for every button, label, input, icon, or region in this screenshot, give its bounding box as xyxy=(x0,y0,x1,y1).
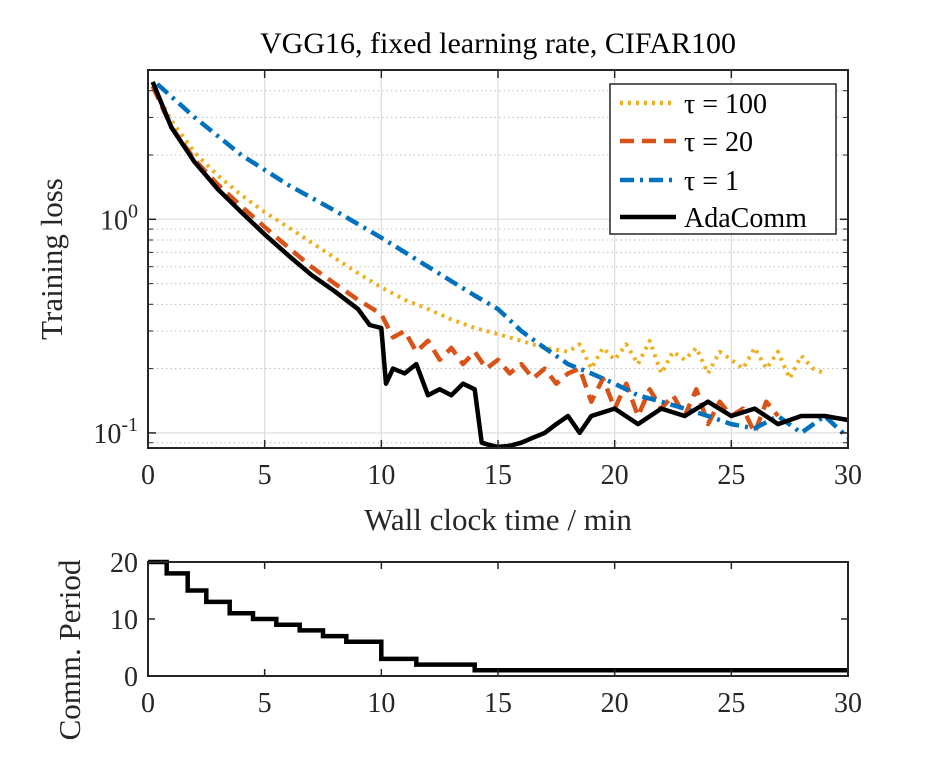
comm-x-tick-label: 10 xyxy=(367,688,395,719)
series-line-1 xyxy=(150,85,780,436)
loss-chart: 0 5 10 15 20 25 30 100 10-1 VGG16, fixed learnin… xyxy=(34,27,862,537)
y-tick-label: 100 xyxy=(100,200,138,236)
legend-label-tau-1: τ = 1 xyxy=(684,166,739,197)
comm-y-tick-label: 10 xyxy=(110,605,138,636)
series-line-3 xyxy=(150,81,849,450)
comm-x-tick-label: 25 xyxy=(717,688,745,719)
y-tick-label: 10-1 xyxy=(93,414,138,450)
loss-series xyxy=(150,81,850,450)
loss-ticks: 0 5 10 15 20 25 30 100 10-1 xyxy=(93,70,862,491)
y-axis-label: Training loss xyxy=(34,178,69,340)
comm-period-series xyxy=(148,559,848,673)
comm-period-line xyxy=(148,559,848,673)
x-tick-label: 0 xyxy=(141,460,155,491)
comm-period-chart: 0 5 10 15 20 25 30 0 10 20 Comm. Period xyxy=(52,548,862,740)
series-line-0 xyxy=(150,85,826,381)
x-tick-label: 5 xyxy=(258,460,272,491)
x-axis-label: Wall clock time / min xyxy=(364,502,632,537)
legend: τ = 100 τ = 20 τ = 1 AdaComm xyxy=(609,83,837,235)
x-tick-label: 10 xyxy=(367,460,395,491)
comm-x-tick-label: 15 xyxy=(484,688,512,719)
legend-label-tau-20: τ = 20 xyxy=(684,127,753,158)
chart-title: VGG16, fixed learning rate, CIFAR100 xyxy=(260,27,736,60)
comm-y-tick-label: 0 xyxy=(124,662,138,693)
x-tick-label: 20 xyxy=(601,460,629,491)
comm-x-tick-label: 30 xyxy=(834,688,862,719)
x-tick-label: 25 xyxy=(717,460,745,491)
legend-box xyxy=(609,83,837,235)
comm-x-tick-label: 5 xyxy=(258,688,272,719)
x-tick-label: 30 xyxy=(834,460,862,491)
legend-label-tau-100: τ = 100 xyxy=(684,89,767,120)
series-line-2 xyxy=(155,82,850,440)
comm-ticks: 0 5 10 15 20 25 30 0 10 20 xyxy=(110,548,862,719)
comm-y-axis-label: Comm. Period xyxy=(52,559,87,740)
x-tick-label: 15 xyxy=(484,460,512,491)
legend-label-adacomm: AdaComm xyxy=(684,203,807,234)
comm-x-tick-label: 0 xyxy=(141,688,155,719)
comm-y-tick-label: 20 xyxy=(110,548,138,579)
comm-x-tick-label: 20 xyxy=(601,688,629,719)
